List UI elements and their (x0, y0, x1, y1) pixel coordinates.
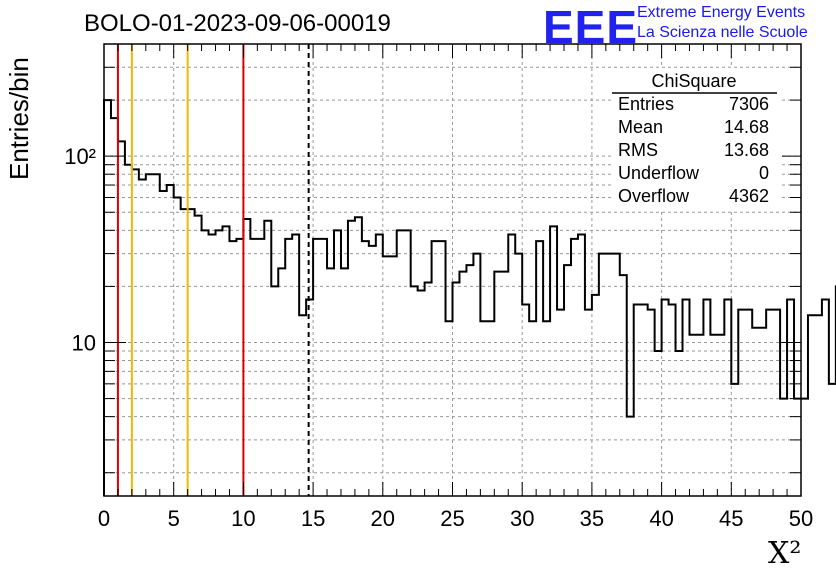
x-tick-label: 20 (371, 506, 395, 531)
x-tick-label: 45 (719, 506, 743, 531)
x-tick-label: 5 (168, 506, 180, 531)
stats-value: 4362 (729, 186, 769, 206)
y-tick-label: 10² (64, 144, 96, 169)
stats-title: ChiSquare (651, 71, 736, 91)
x-tick-label: 0 (98, 506, 110, 531)
x-tick-label: 35 (580, 506, 604, 531)
x-tick-label: 10 (231, 506, 255, 531)
x-tick-label: 25 (440, 506, 464, 531)
stats-label: RMS (618, 140, 658, 160)
stats-label: Overflow (618, 186, 690, 206)
x-tick-label: 30 (510, 506, 534, 531)
x-tick-label: 15 (301, 506, 325, 531)
logo-tagline-2: La Scienza nelle Scuole (637, 24, 808, 41)
histogram-series (103, 99, 836, 496)
y-tick-label: 10 (72, 330, 96, 355)
stats-value: 7306 (729, 94, 769, 114)
chart-title: BOLO-01-2023-09-06-00019 (84, 10, 391, 37)
x-tick-label: 50 (789, 506, 813, 531)
x-tick-label: 40 (649, 506, 673, 531)
x-axis-label: X² (768, 536, 802, 571)
stats-value: 14.68 (724, 117, 769, 137)
stats-value: 13.68 (724, 140, 769, 160)
stats-label: Entries (618, 94, 674, 114)
stats-value: 0 (759, 163, 769, 183)
stats-label: Underflow (618, 163, 700, 183)
stats-box (612, 68, 782, 211)
logo-tagline-1: Extreme Energy Events (637, 4, 806, 21)
stats-label: Mean (618, 117, 663, 137)
